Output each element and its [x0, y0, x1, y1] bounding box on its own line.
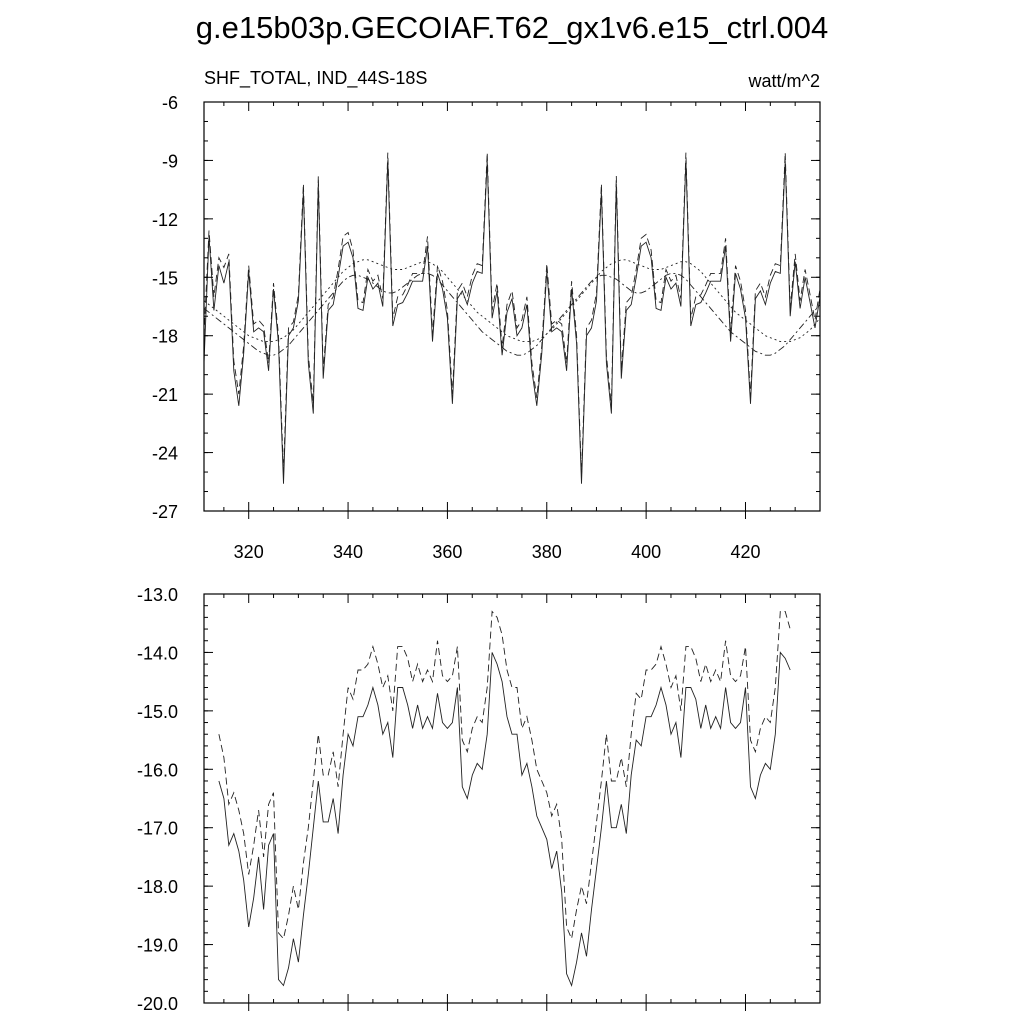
y-tick-label: -16.0: [137, 760, 178, 780]
x-tick-label: 400: [631, 542, 661, 562]
y-tick-label: -14.0: [137, 643, 178, 663]
y-tick-label: -18.0: [137, 877, 178, 897]
y-tick-label: -17.0: [137, 819, 178, 839]
y-tick-label: -13.0: [137, 585, 178, 605]
y-tick-label: -15.0: [137, 702, 178, 722]
panel-bottom-ticks: -13.0 -14.0 -15.0 -16.0 -17.0 -18.0 -19.0 -20.0: [137, 585, 821, 1014]
series-line-bottom-dashed: [218, 610, 791, 941]
y-tick-label: -18: [152, 327, 178, 347]
y-tick-label: -20.0: [137, 994, 178, 1014]
y-tick-label: -19.0: [137, 936, 178, 956]
y-tick-label: -12: [152, 210, 178, 230]
x-tick-label: 380: [532, 542, 562, 562]
y-tick-label: -24: [152, 444, 178, 464]
series-line-top-solid: [203, 160, 821, 484]
y-tick-label: -9: [162, 151, 178, 171]
x-tick-label: 340: [333, 542, 363, 562]
x-tick-label: 320: [234, 542, 264, 562]
series-line-top-dotted: [203, 259, 821, 343]
panel-bottom: -13.0 -14.0 -15.0 -16.0 -17.0 -18.0 -19.0 -20.0: [137, 585, 821, 1014]
x-tick-label: 360: [432, 542, 462, 562]
panel-top-frame: [203, 101, 821, 512]
chart-title: g.e15b03p.GECOIAF.T62_gx1v6.e15_ctrl.004: [195, 10, 829, 45]
panel-bottom-series: [218, 610, 791, 987]
series-line-bottom-solid: [218, 651, 791, 987]
y-tick-label: -21: [152, 385, 178, 405]
x-tick-label: 420: [730, 542, 760, 562]
panel-top-series: [203, 152, 821, 484]
panel-top-ticks: 320 340 360 380 400 420 -6 -9 -12 -15 -18 -21 -24 -27: [152, 93, 821, 562]
series-line-top-dashdot: [203, 272, 821, 356]
panel-top: SHF_TOTAL, IND_44S-18S watt/m^2 320 340 36…: [152, 68, 821, 562]
series-line-top-dashed: [203, 152, 821, 476]
panel-bottom-frame: [203, 593, 821, 1004]
y-tick-label: -6: [162, 93, 178, 113]
panel-top-subtitle-left: SHF_TOTAL, IND_44S-18S: [204, 68, 427, 89]
y-tick-label: -15: [152, 268, 178, 288]
y-tick-label: -27: [152, 502, 178, 522]
panel-top-units-label: watt/m^2: [748, 71, 820, 91]
